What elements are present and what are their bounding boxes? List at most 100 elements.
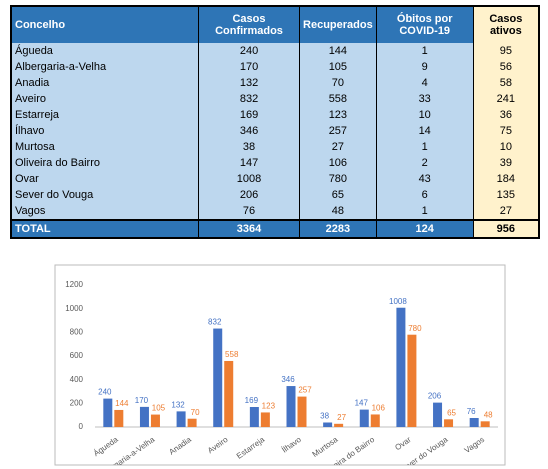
data-label: 147 xyxy=(355,399,369,408)
table-cell: 105 xyxy=(299,59,377,75)
data-label: 240 xyxy=(98,388,112,397)
table-cell: 184 xyxy=(472,171,539,187)
table-row: Oliveira do Bairro 147 106 2 39 xyxy=(10,155,539,171)
header-cell: Casos ativos xyxy=(472,6,539,43)
table-row: Albergaria-a-Velha 170 105 9 56 xyxy=(10,59,539,75)
bar xyxy=(249,407,259,427)
data-label: 1008 xyxy=(389,297,407,306)
table-cell: 56 xyxy=(472,59,539,75)
table-row: Estarreja 169 123 10 36 xyxy=(10,107,539,123)
table-cell: 144 xyxy=(299,43,377,59)
table-cell: 832 xyxy=(197,91,300,107)
table-cell: 10 xyxy=(375,107,474,123)
header-cell: Recuperados xyxy=(299,6,377,43)
table-cell: 132 xyxy=(197,75,300,91)
table-cell: 38 xyxy=(197,139,300,155)
data-table: Concelho Casos Confirmados Recuperados Óbit… xyxy=(10,5,540,239)
table-cell: 76 xyxy=(197,203,300,220)
table-cell: 123 xyxy=(299,107,377,123)
table-row: Águeda 240 144 1 95 xyxy=(10,43,539,59)
table-row: Ílhavo 346 257 14 75 xyxy=(10,123,539,139)
table-row: Murtosa 38 27 1 10 xyxy=(10,139,539,155)
table-cell: 558 xyxy=(299,91,377,107)
table-cell: 240 xyxy=(197,43,300,59)
data-label: 206 xyxy=(428,392,442,401)
data-label: 123 xyxy=(262,402,276,411)
data-label: 132 xyxy=(171,400,185,409)
table-cell: Albergaria-a-Velha xyxy=(10,59,199,75)
bar xyxy=(114,409,124,427)
total-cell: 956 xyxy=(472,219,539,238)
table-cell: 9 xyxy=(375,59,474,75)
y-tick-label: 1000 xyxy=(65,304,83,313)
data-label: 76 xyxy=(467,407,476,416)
data-label: 38 xyxy=(320,412,329,421)
bar xyxy=(187,418,197,427)
y-tick-label: 0 xyxy=(79,422,84,431)
header-cell: Concelho xyxy=(10,6,199,43)
y-tick-label: 800 xyxy=(70,327,84,336)
table-cell: 135 xyxy=(472,187,539,203)
bar xyxy=(444,419,454,427)
data-label: 558 xyxy=(225,350,239,359)
table-cell: 48 xyxy=(299,203,377,220)
y-tick-label: 400 xyxy=(70,375,84,384)
total-cell: 3364 xyxy=(197,219,300,238)
bar xyxy=(150,414,160,427)
table-cell: Águeda xyxy=(10,43,199,59)
table-cell: 10 xyxy=(472,139,539,155)
bar xyxy=(433,402,443,427)
table-cell: 33 xyxy=(375,91,474,107)
bar xyxy=(407,334,417,427)
header-cell: Casos Confirmados xyxy=(197,6,300,43)
data-label: 106 xyxy=(372,404,386,413)
table-cell: 780 xyxy=(299,171,377,187)
table-cell: Ovar xyxy=(10,171,199,187)
data-label: 70 xyxy=(191,408,200,417)
table-row: Sever do Vouga 206 65 6 135 xyxy=(10,187,539,203)
table-cell: 27 xyxy=(299,139,377,155)
table-row: Vagos 76 48 1 27 xyxy=(10,203,539,220)
table-cell: Estarreja xyxy=(10,107,199,123)
bar xyxy=(103,398,113,427)
data-label: 832 xyxy=(208,318,222,327)
table-cell: Ílhavo xyxy=(10,123,199,139)
total-cell: 2283 xyxy=(299,219,377,238)
bar xyxy=(359,409,369,427)
table-cell: 95 xyxy=(472,43,539,59)
table-cell: 36 xyxy=(472,107,539,123)
table-cell: Vagos xyxy=(10,203,199,220)
table-cell: 241 xyxy=(472,91,539,107)
data-label: 780 xyxy=(408,324,422,333)
table-cell: 27 xyxy=(472,203,539,220)
chart: 020040060080010001200240144Águeda170105A… xyxy=(54,264,506,466)
table-cell: 257 xyxy=(299,123,377,139)
data-label: 346 xyxy=(281,375,295,384)
table-row: Ovar 1008 780 43 184 xyxy=(10,171,539,187)
table-cell: 170 xyxy=(197,59,300,75)
table-cell: Anadia xyxy=(10,75,199,91)
table-cell: 14 xyxy=(375,123,474,139)
table-cell: Murtosa xyxy=(10,139,199,155)
bar xyxy=(139,406,149,427)
bar xyxy=(224,360,234,427)
data-label: 48 xyxy=(484,410,493,419)
table-row: Anadia 132 70 4 58 xyxy=(10,75,539,91)
bar xyxy=(323,422,333,427)
table-cell: 346 xyxy=(197,123,300,139)
table-cell: 169 xyxy=(197,107,300,123)
table-cell: 58 xyxy=(472,75,539,91)
total-cell: 124 xyxy=(375,219,474,238)
table-cell: 1 xyxy=(375,43,474,59)
table-cell: 6 xyxy=(375,187,474,203)
bar xyxy=(297,396,307,427)
table-cell: 147 xyxy=(197,155,300,171)
bar xyxy=(396,307,406,427)
table-cell: 75 xyxy=(472,123,539,139)
y-tick-label: 200 xyxy=(70,398,84,407)
table-cell: 70 xyxy=(299,75,377,91)
table-cell: Oliveira do Bairro xyxy=(10,155,199,171)
table-cell: 206 xyxy=(197,187,300,203)
table-cell: 43 xyxy=(375,171,474,187)
